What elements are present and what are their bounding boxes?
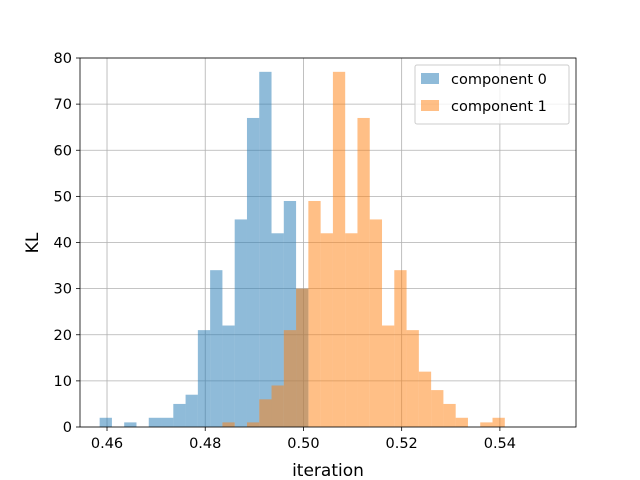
- histogram-bar: [197, 330, 211, 427]
- histogram-bar: [271, 385, 284, 427]
- x-tick-label: 0.50: [287, 436, 319, 452]
- y-tick-label: 40: [54, 236, 72, 252]
- x-tick-label: 0.52: [386, 436, 418, 452]
- legend-frame: [414, 64, 570, 125]
- histogram-bar: [345, 233, 358, 427]
- histogram-bar: [332, 71, 346, 428]
- y-tick-label: 80: [54, 51, 72, 67]
- histogram-bar: [185, 394, 198, 427]
- histogram-bar: [259, 71, 272, 428]
- histogram-bar: [406, 330, 419, 427]
- histogram-bar: [259, 399, 272, 427]
- histogram-bar: [271, 233, 284, 427]
- histogram-bar: [320, 233, 333, 427]
- histogram-bar: [161, 417, 174, 427]
- histogram-bar: [369, 219, 383, 427]
- histogram-bars: [99, 71, 505, 428]
- histogram-bar: [210, 270, 223, 427]
- x-axis-ticks: 0.46 0.48 0.50 0.52 0.54: [91, 427, 516, 452]
- histogram-bar: [431, 390, 444, 427]
- x-axis-label: iteration: [292, 461, 364, 480]
- histogram-bar: [492, 417, 505, 427]
- legend: component 0 component 1: [414, 64, 570, 125]
- legend-label-component-0: component 0: [451, 72, 547, 88]
- histogram-bar: [246, 117, 260, 428]
- y-tick-label: 70: [54, 97, 72, 113]
- x-tick-label: 0.54: [484, 436, 516, 452]
- y-tick-label: 20: [54, 328, 72, 344]
- legend-swatch-component-0: [421, 73, 439, 84]
- y-axis-label: KL: [23, 232, 43, 253]
- y-tick-label: 0: [63, 420, 72, 436]
- histogram-bar: [418, 371, 432, 427]
- histogram-bar: [124, 422, 137, 427]
- histogram-bar: [296, 288, 309, 427]
- histogram-bar: [357, 117, 370, 428]
- histogram-bar: [308, 200, 321, 427]
- y-tick-label: 10: [54, 374, 72, 390]
- histogram-bar: [234, 219, 247, 427]
- x-tick-label: 0.48: [189, 436, 221, 452]
- y-axis-ticks: 0 10 20 30 40 50 60 70 80: [54, 51, 80, 436]
- histogram-bar: [99, 417, 112, 427]
- y-tick-label: 50: [54, 189, 72, 205]
- y-tick-label: 60: [54, 143, 72, 159]
- histogram-bar: [246, 422, 260, 427]
- x-tick-label: 0.46: [91, 436, 123, 452]
- histogram-bar: [480, 422, 493, 427]
- histogram-bar: [173, 403, 186, 427]
- histogram-bar: [394, 270, 407, 427]
- legend-label-component-1: component 1: [451, 99, 547, 115]
- series-component-1: [222, 71, 505, 428]
- y-tick-label: 30: [54, 282, 72, 298]
- legend-swatch-component-1: [421, 100, 439, 111]
- histogram-bar: [222, 325, 235, 427]
- histogram-bar: [222, 422, 235, 427]
- histogram-bar: [443, 403, 456, 427]
- histogram-bar: [283, 330, 297, 427]
- histogram-bar: [455, 417, 468, 427]
- histogram-bar: [382, 325, 395, 427]
- histogram-bar: [148, 417, 162, 427]
